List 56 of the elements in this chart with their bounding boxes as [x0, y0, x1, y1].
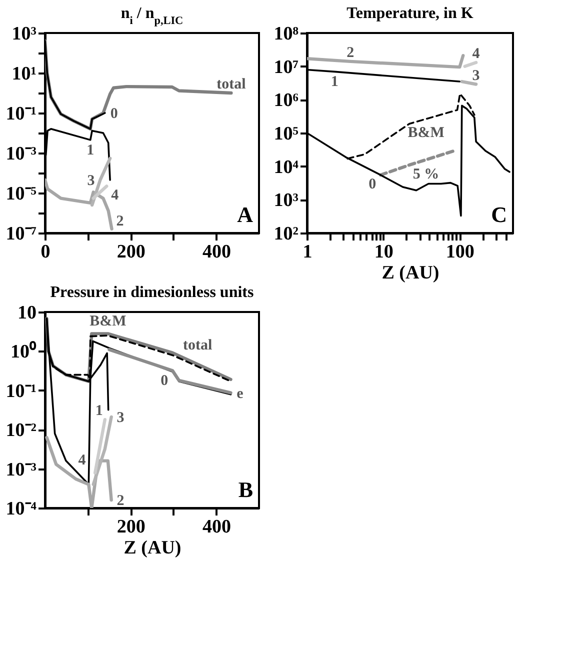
- y-tick-label: 10⁻⁵: [6, 184, 37, 204]
- y-tick-label: 10: [18, 302, 36, 324]
- annotation: total: [216, 76, 246, 93]
- x-tick-label: 400: [202, 242, 231, 262]
- annotation: 1: [95, 402, 103, 419]
- y-tick-label: 10⁻¹: [6, 380, 36, 402]
- y-tick-label: 10⁷: [274, 56, 299, 78]
- x-tick-label: 0: [40, 242, 50, 262]
- y-tick-label: 10¹: [12, 64, 36, 84]
- annotation: 3: [472, 68, 480, 84]
- y-tick-label: 10²: [274, 224, 299, 244]
- annotation: 5 %: [412, 166, 440, 182]
- x-axis-title: Z (AU): [124, 538, 182, 558]
- x-tick-label: 200: [116, 516, 146, 538]
- annotation: A: [237, 202, 254, 227]
- x-tick-label: 100: [446, 242, 474, 262]
- chart-title: Temperature, in K: [346, 5, 474, 22]
- annotation: 2: [346, 45, 354, 62]
- y-tick-label: 10³: [12, 24, 37, 44]
- y-tick-label: 10⁻³: [6, 144, 37, 164]
- y-tick-label: 10⁸: [274, 24, 299, 44]
- y-tick-label: 10⁻²: [6, 420, 37, 442]
- y-tick-label: 10⁻³: [6, 459, 37, 480]
- annotation: C: [491, 202, 507, 227]
- annotation: 4: [472, 46, 480, 62]
- y-tick-label: 10⁶: [274, 90, 299, 112]
- chart-title: n$_{i}$ / n$_{p,LIC}$: [120, 5, 184, 27]
- annotation: 2: [116, 214, 124, 230]
- y-tick-label: 10⁻⁴: [6, 498, 37, 520]
- y-tick-label: 10⁰: [10, 340, 36, 363]
- annotation: 4: [78, 452, 86, 468]
- annotation: 3: [87, 172, 95, 189]
- y-tick-label: 10⁵: [274, 124, 299, 144]
- annotation: 4: [111, 188, 120, 204]
- chart-title: Pressure in dimesionless units: [50, 284, 254, 301]
- x-tick-label: 200: [116, 242, 146, 262]
- x-tick-label: 10: [374, 242, 394, 262]
- y-tick-label: 10³: [274, 190, 299, 212]
- x-axis-title: Z (AU): [382, 262, 440, 284]
- annotation: B&M: [90, 314, 126, 330]
- y-tick-label: 10⁻⁷: [6, 224, 37, 244]
- annotation: 1: [330, 74, 338, 90]
- annotation: 1: [86, 142, 94, 158]
- y-tick-label: 10⁻¹: [6, 104, 36, 124]
- annotation: 0: [160, 373, 168, 390]
- annotation: 3: [116, 410, 124, 426]
- x-tick-label: 400: [202, 516, 231, 538]
- annotation: B: [238, 477, 254, 502]
- annotation: B&M: [408, 125, 444, 142]
- annotation: e: [236, 386, 244, 402]
- y-tick-label: 10⁴: [274, 156, 299, 178]
- annotation: total: [182, 337, 212, 354]
- annotation: 0: [368, 176, 376, 192]
- annotation: 2: [116, 493, 124, 509]
- annotation: 0: [110, 106, 118, 122]
- x-tick-label: 1: [302, 242, 312, 262]
